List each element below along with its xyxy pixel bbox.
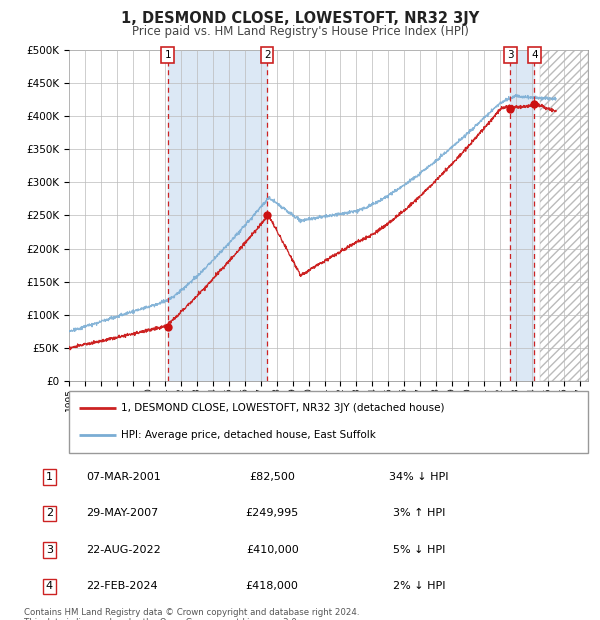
Bar: [511, 50, 535, 381]
Text: 1: 1: [164, 50, 171, 60]
Text: 2% ↓ HPI: 2% ↓ HPI: [392, 582, 445, 591]
Text: 29-MAY-2007: 29-MAY-2007: [86, 508, 158, 518]
Text: 2: 2: [264, 50, 271, 60]
Text: Contains HM Land Registry data © Crown copyright and database right 2024.
This d: Contains HM Land Registry data © Crown c…: [24, 608, 359, 620]
Text: 3% ↑ HPI: 3% ↑ HPI: [392, 508, 445, 518]
Text: 2: 2: [46, 508, 53, 518]
Text: 34% ↓ HPI: 34% ↓ HPI: [389, 472, 449, 482]
Text: 1, DESMOND CLOSE, LOWESTOFT, NR32 3JY: 1, DESMOND CLOSE, LOWESTOFT, NR32 3JY: [121, 11, 479, 26]
Text: 4: 4: [531, 50, 538, 60]
Bar: [540, 50, 588, 381]
Text: £410,000: £410,000: [246, 545, 299, 555]
Text: 3: 3: [507, 50, 514, 60]
Text: £82,500: £82,500: [249, 472, 295, 482]
Bar: [167, 50, 267, 381]
Text: HPI: Average price, detached house, East Suffolk: HPI: Average price, detached house, East…: [121, 430, 376, 440]
Text: 1: 1: [46, 472, 53, 482]
Text: 3: 3: [46, 545, 53, 555]
Text: £418,000: £418,000: [246, 582, 299, 591]
Text: 07-MAR-2001: 07-MAR-2001: [86, 472, 161, 482]
Text: 1, DESMOND CLOSE, LOWESTOFT, NR32 3JY (detached house): 1, DESMOND CLOSE, LOWESTOFT, NR32 3JY (d…: [121, 403, 445, 413]
Text: 22-FEB-2024: 22-FEB-2024: [86, 582, 158, 591]
Text: 5% ↓ HPI: 5% ↓ HPI: [392, 545, 445, 555]
Text: £249,995: £249,995: [245, 508, 299, 518]
Text: 4: 4: [46, 582, 53, 591]
Text: Price paid vs. HM Land Registry's House Price Index (HPI): Price paid vs. HM Land Registry's House …: [131, 25, 469, 38]
Text: 22-AUG-2022: 22-AUG-2022: [86, 545, 161, 555]
